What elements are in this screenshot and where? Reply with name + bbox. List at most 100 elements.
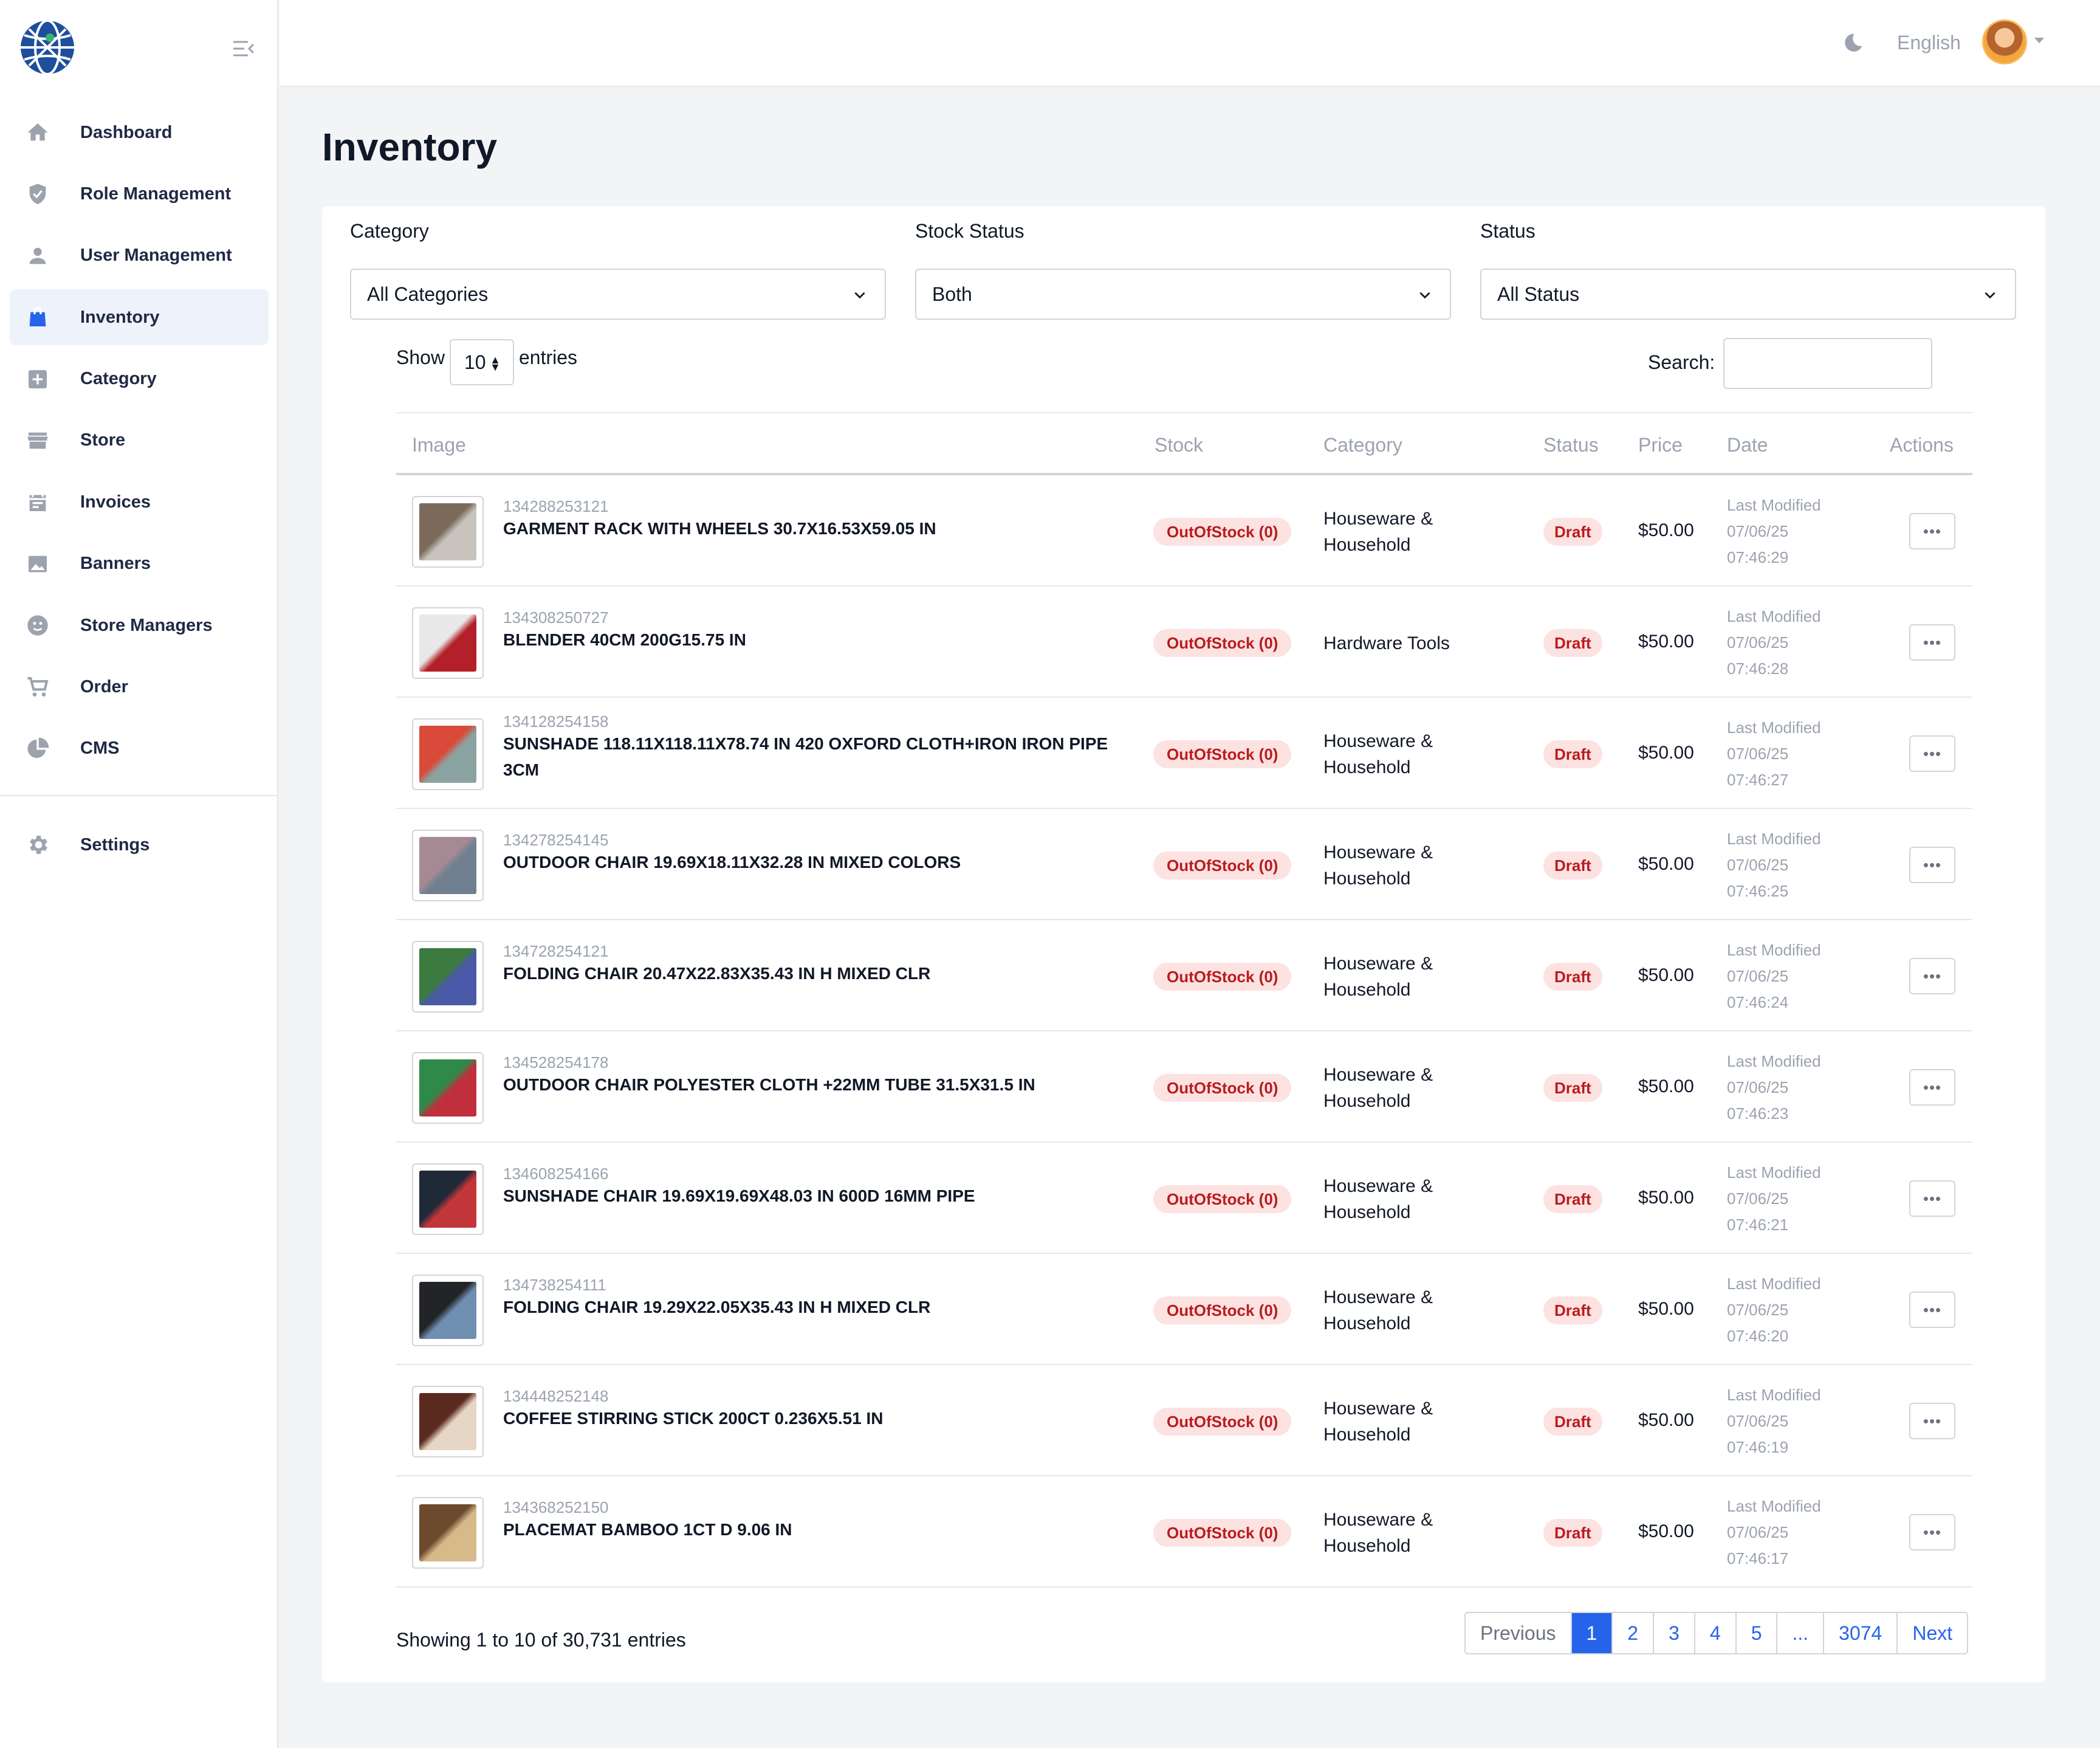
sidebar-item-category[interactable]: Category bbox=[10, 351, 269, 407]
product-thumbnail[interactable] bbox=[412, 607, 484, 679]
last-modified-date: Last Modified 07/06/25 07:46:17 bbox=[1727, 1493, 1821, 1572]
table-row[interactable]: 134278254145 OUTDOOR CHAIR 19.69X18.11X3… bbox=[396, 809, 1972, 920]
row-actions-button[interactable]: ••• bbox=[1909, 1292, 1955, 1328]
product-name[interactable]: COFFEE STIRRING STICK 200CT 0.236X5.51 I… bbox=[503, 1409, 884, 1428]
product-name[interactable]: FOLDING CHAIR 19.29X22.05X35.43 IN H MIX… bbox=[503, 1298, 931, 1316]
product-name[interactable]: GARMENT RACK WITH WHEELS 30.7X16.53X59.0… bbox=[503, 519, 936, 538]
product-thumbnail[interactable] bbox=[412, 1163, 484, 1235]
pagination-page-1[interactable]: 1 bbox=[1571, 1613, 1613, 1653]
product-image bbox=[419, 1059, 476, 1117]
column-header-status[interactable]: Status bbox=[1543, 434, 1599, 456]
time-value: 07:46:23 bbox=[1727, 1104, 1789, 1123]
sidebar-item-role-management[interactable]: Role Management bbox=[10, 166, 269, 222]
stock-status-select[interactable]: Both bbox=[915, 269, 1451, 320]
row-actions-button[interactable]: ••• bbox=[1909, 958, 1955, 994]
sidebar-nav: Dashboard Role Management User Managemen… bbox=[10, 105, 269, 782]
dark-mode-toggle-icon[interactable] bbox=[1839, 30, 1865, 57]
table-row[interactable]: 134368252150 PLACEMAT BAMBOO 1CT D 9.06 … bbox=[396, 1476, 1972, 1588]
category-select[interactable]: All Categories bbox=[350, 269, 886, 320]
collapse-sidebar-icon[interactable] bbox=[232, 39, 255, 58]
product-thumbnail[interactable] bbox=[412, 1386, 484, 1457]
product-thumbnail[interactable] bbox=[412, 941, 484, 1013]
status-select[interactable]: All Status bbox=[1480, 269, 2016, 320]
column-header-image[interactable]: Image bbox=[412, 434, 466, 456]
column-header-category[interactable]: Category bbox=[1323, 434, 1402, 456]
table-row[interactable]: 134448252148 COFFEE STIRRING STICK 200CT… bbox=[396, 1365, 1972, 1476]
product-name[interactable]: BLENDER 40CM 200G15.75 IN bbox=[503, 630, 746, 649]
pagination-page-3[interactable]: 3 bbox=[1654, 1613, 1695, 1653]
cart-icon bbox=[24, 674, 51, 701]
product-thumbnail[interactable] bbox=[412, 1052, 484, 1124]
date-label: Last Modified bbox=[1727, 941, 1821, 959]
language-selector[interactable]: English bbox=[1897, 32, 1961, 53]
table-row[interactable]: 134738254111 FOLDING CHAIR 19.29X22.05X3… bbox=[396, 1254, 1972, 1365]
product-category: Houseware & Household bbox=[1323, 1507, 1494, 1559]
table-row[interactable]: 134308250727 BLENDER 40CM 200G15.75 IN O… bbox=[396, 587, 1972, 698]
product-name[interactable]: FOLDING CHAIR 20.47X22.83X35.43 IN H MIX… bbox=[503, 964, 931, 983]
product-thumbnail[interactable] bbox=[412, 496, 484, 568]
product-name[interactable]: OUTDOOR CHAIR POLYESTER CLOTH +22MM TUBE… bbox=[503, 1075, 1035, 1094]
table-row[interactable]: 134608254166 SUNSHADE CHAIR 19.69X19.69X… bbox=[396, 1143, 1972, 1254]
sidebar-item-banners[interactable]: Banners bbox=[10, 536, 269, 592]
table-row[interactable]: 134288253121 GARMENT RACK WITH WHEELS 30… bbox=[396, 475, 1972, 587]
sidebar-item-label: Invoices bbox=[80, 492, 151, 512]
row-actions-button[interactable]: ••• bbox=[1909, 624, 1955, 661]
stock-status-badge: OutOfStock (0) bbox=[1153, 963, 1292, 991]
pagination-previous-button[interactable]: Previous bbox=[1466, 1613, 1572, 1653]
time-value: 07:46:17 bbox=[1727, 1549, 1789, 1567]
entries-per-page-select[interactable]: 10 ▲ ▼ bbox=[450, 339, 514, 385]
product-sku: 134448252148 bbox=[503, 1387, 609, 1405]
row-actions-button[interactable]: ••• bbox=[1909, 1180, 1955, 1217]
last-modified-date: Last Modified 07/06/25 07:46:29 bbox=[1727, 492, 1821, 571]
column-header-stock[interactable]: Stock bbox=[1155, 434, 1204, 456]
table-row[interactable]: 134528254178 OUTDOOR CHAIR POLYESTER CLO… bbox=[396, 1031, 1972, 1143]
search-input[interactable] bbox=[1723, 338, 1932, 389]
category-filter-label: Category bbox=[350, 220, 429, 242]
product-name[interactable]: PLACEMAT BAMBOO 1CT D 9.06 IN bbox=[503, 1520, 792, 1539]
sidebar-item-dashboard[interactable]: Dashboard bbox=[10, 105, 269, 160]
globe-logo-icon[interactable] bbox=[18, 18, 77, 77]
product-name[interactable]: SUNSHADE 118.11X118.11X78.74 IN 420 OXFO… bbox=[503, 734, 1108, 779]
sidebar-item-cms[interactable]: CMS bbox=[10, 721, 269, 777]
user-avatar[interactable] bbox=[1982, 19, 2027, 64]
column-header-date[interactable]: Date bbox=[1727, 434, 1768, 456]
sidebar-item-label: Settings bbox=[80, 834, 150, 855]
inventory-table: Image Stock Category Status Price Date A… bbox=[396, 412, 1972, 1588]
time-value: 07:46:20 bbox=[1727, 1327, 1789, 1345]
column-header-price[interactable]: Price bbox=[1638, 434, 1683, 456]
chevron-down-icon[interactable] bbox=[2034, 38, 2044, 43]
pagination-page-2[interactable]: 2 bbox=[1613, 1613, 1655, 1653]
row-actions-button[interactable]: ••• bbox=[1909, 1069, 1955, 1106]
sidebar-item-label: User Management bbox=[80, 246, 232, 266]
sidebar-item-order[interactable]: Order bbox=[10, 659, 269, 715]
row-actions-button[interactable]: ••• bbox=[1909, 847, 1955, 883]
sidebar-item-store[interactable]: Store bbox=[10, 413, 269, 469]
status-filter-label: Status bbox=[1480, 220, 1536, 242]
pagination-page-5[interactable]: 5 bbox=[1737, 1613, 1778, 1653]
product-thumbnail[interactable] bbox=[412, 718, 484, 790]
category-line-2: Household bbox=[1323, 980, 1411, 1000]
product-thumbnail[interactable] bbox=[412, 1275, 484, 1346]
pagination-next-button[interactable]: Next bbox=[1912, 1622, 1953, 1644]
sidebar-item-store-managers[interactable]: Store Managers bbox=[10, 597, 269, 653]
product-price: $50.00 bbox=[1638, 1076, 1694, 1096]
sidebar-item-settings[interactable]: Settings bbox=[10, 817, 269, 873]
product-thumbnail[interactable] bbox=[412, 1497, 484, 1569]
table-row[interactable]: 134728254121 FOLDING CHAIR 20.47X22.83X3… bbox=[396, 920, 1972, 1031]
pagination-page-4[interactable]: 4 bbox=[1695, 1613, 1737, 1653]
product-name[interactable]: SUNSHADE CHAIR 19.69X19.69X48.03 IN 600D… bbox=[503, 1186, 975, 1205]
sidebar-item-invoices[interactable]: Invoices bbox=[10, 474, 269, 530]
status-badge: Draft bbox=[1543, 963, 1602, 991]
product-sku: 134738254111 bbox=[503, 1276, 606, 1294]
product-thumbnail[interactable] bbox=[412, 830, 484, 901]
pagination-page-3074[interactable]: 3074 bbox=[1824, 1613, 1898, 1653]
product-name[interactable]: OUTDOOR CHAIR 19.69X18.11X32.28 IN MIXED… bbox=[503, 853, 961, 872]
row-actions-button[interactable]: ••• bbox=[1909, 1403, 1955, 1439]
sidebar-item-inventory[interactable]: Inventory bbox=[10, 289, 269, 346]
row-actions-button[interactable]: ••• bbox=[1909, 513, 1955, 549]
time-value: 07:46:27 bbox=[1727, 771, 1789, 789]
row-actions-button[interactable]: ••• bbox=[1909, 1514, 1955, 1550]
row-actions-button[interactable]: ••• bbox=[1909, 735, 1955, 772]
table-row[interactable]: 134128254158 SUNSHADE 118.11X118.11X78.7… bbox=[396, 698, 1972, 809]
sidebar-item-user-management[interactable]: User Management bbox=[10, 228, 269, 284]
